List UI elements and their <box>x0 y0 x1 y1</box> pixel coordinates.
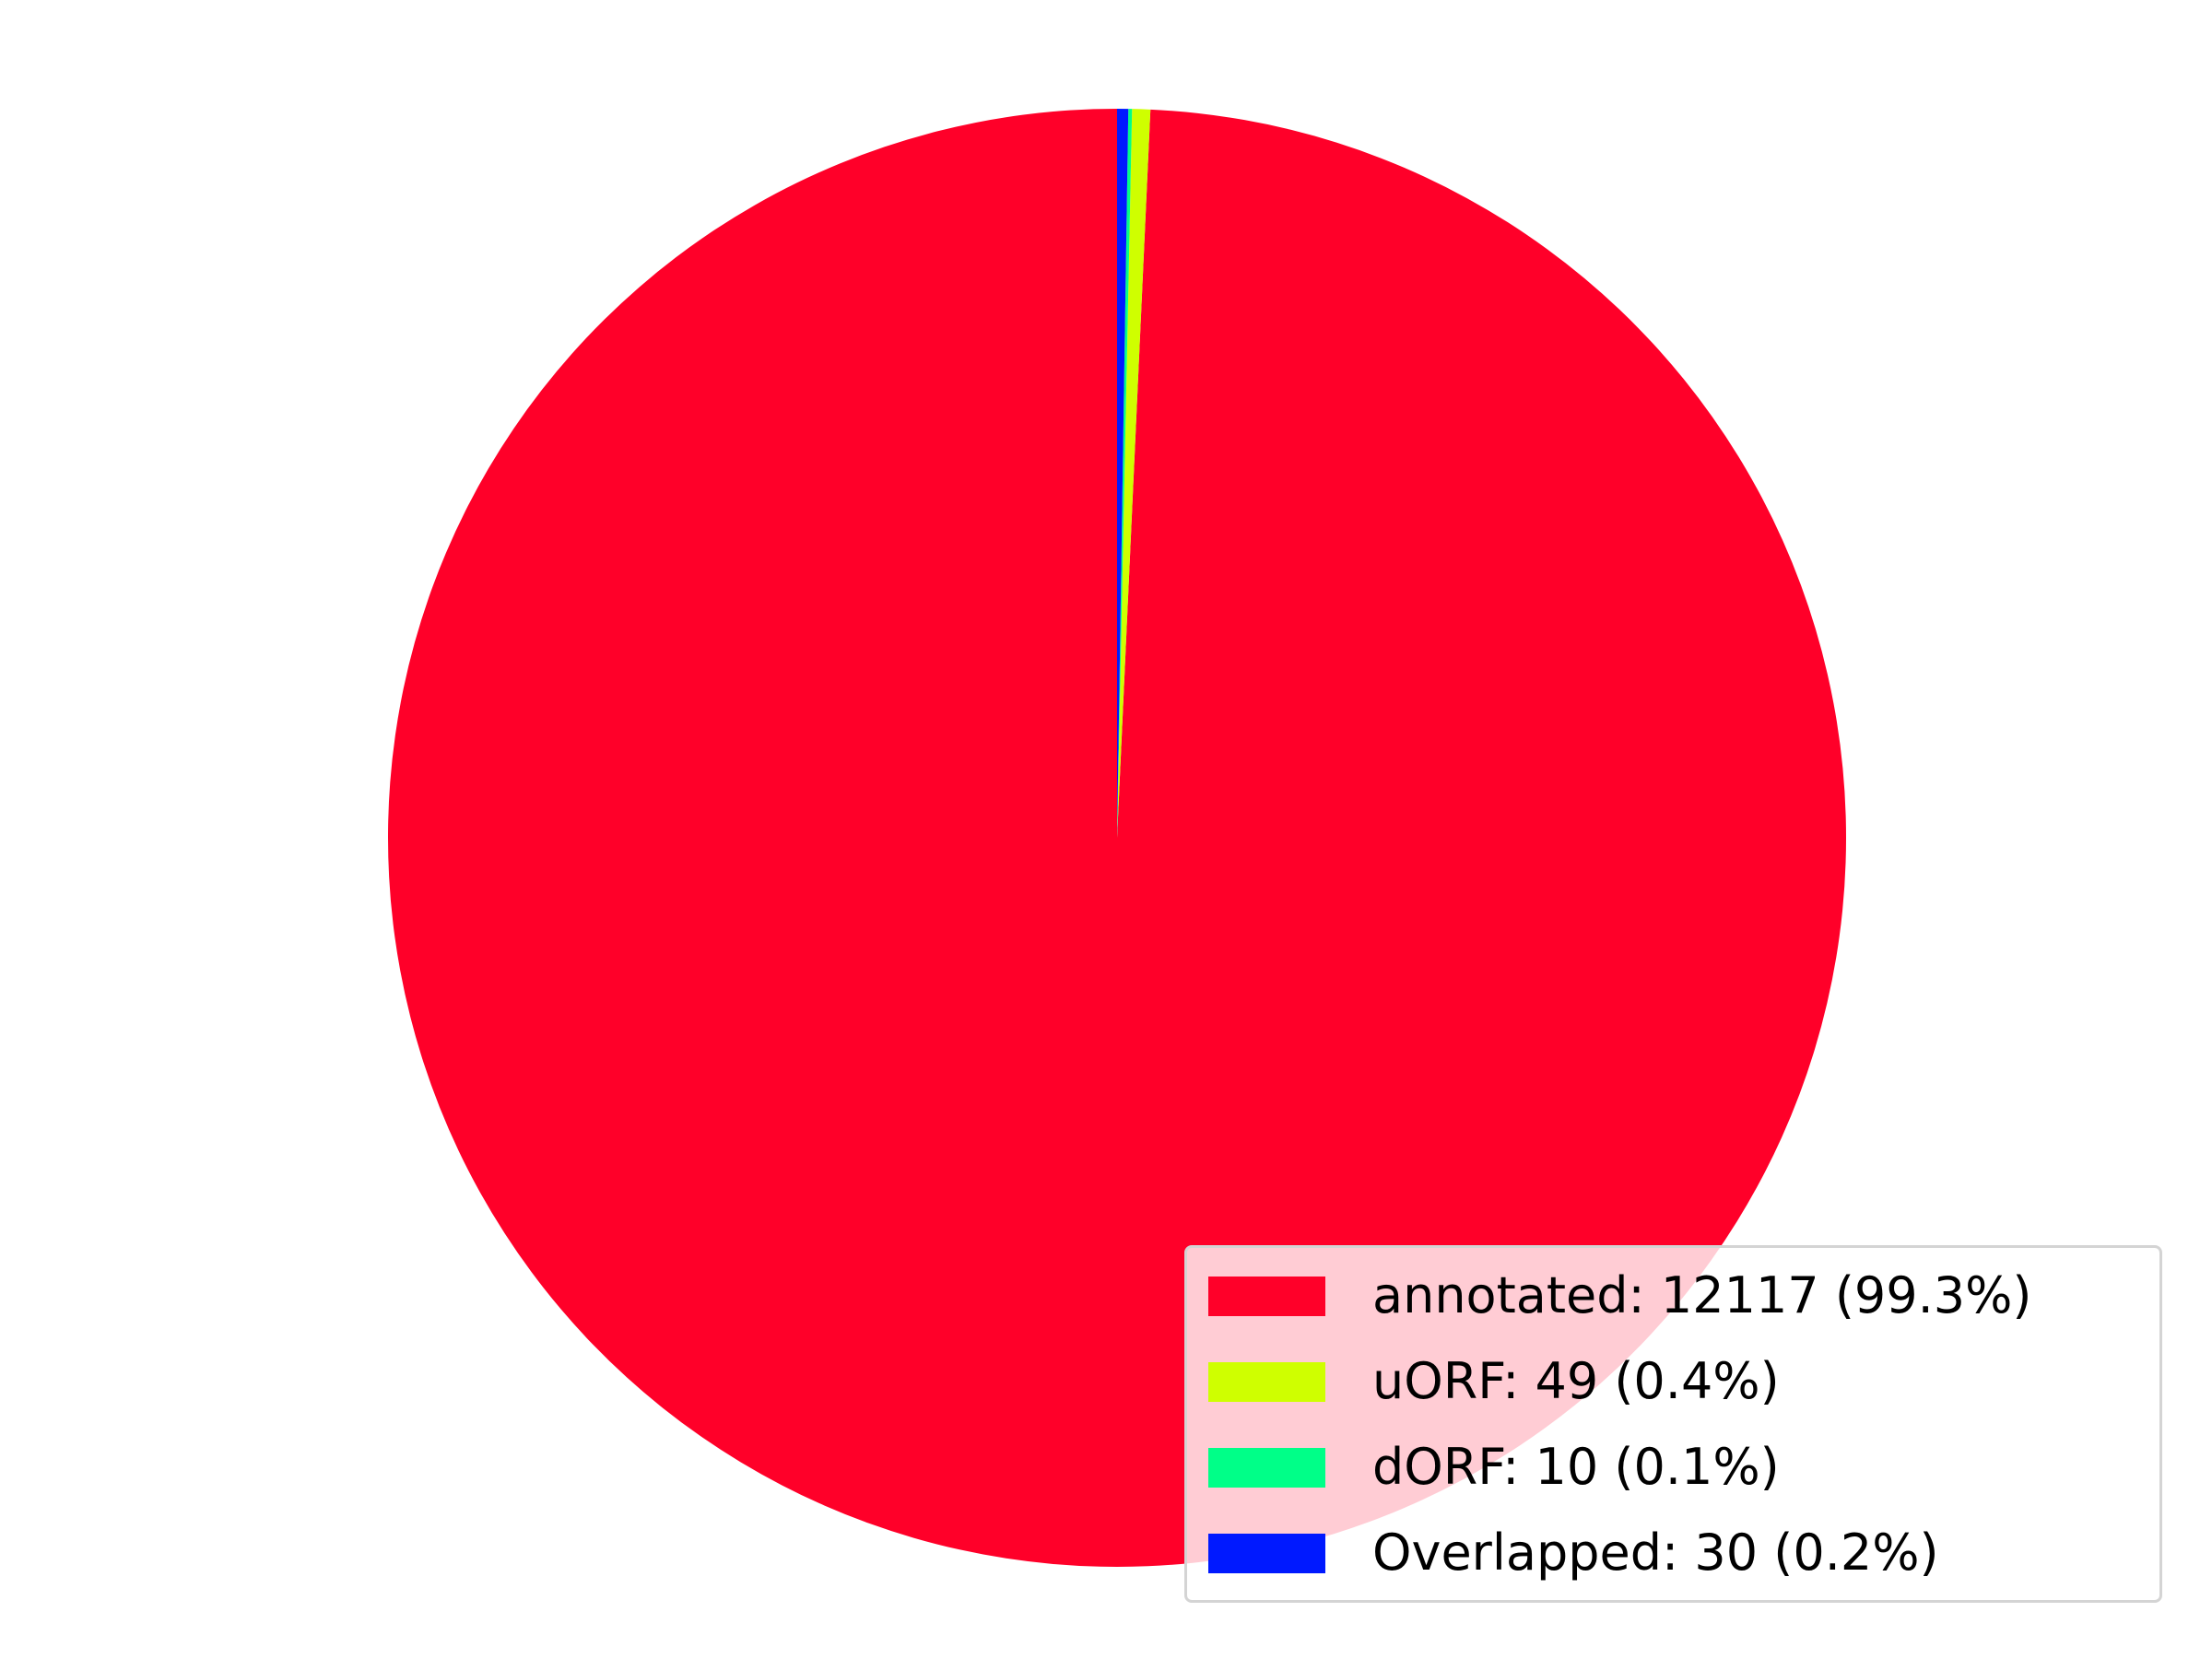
legend-swatch-dorf <box>1208 1447 1325 1488</box>
legend-label-dorf: dORF: 10 (0.1%) <box>1372 1438 1780 1496</box>
legend-label-overlapped: Overlapped: 30 (0.2%) <box>1372 1524 1939 1582</box>
legend-label-uorf: uORF: 49 (0.4%) <box>1372 1352 1780 1410</box>
pie-slice-annotated <box>388 109 1847 1568</box>
legend-swatch-overlapped <box>1208 1533 1325 1573</box>
legend-swatch-uorf <box>1208 1361 1325 1402</box>
pie-slice-overlapped <box>1117 109 1129 838</box>
legend-swatch-annotated <box>1208 1276 1325 1316</box>
pie-slice-dorf <box>1117 109 1133 839</box>
legend-label-annotated: annotated: 12117 (99.3%) <box>1372 1266 2032 1324</box>
legend: annotated: 12117 (99.3%) uORF: 49 (0.4%)… <box>1184 1245 2162 1603</box>
pie-slice-uorf <box>1117 109 1151 839</box>
